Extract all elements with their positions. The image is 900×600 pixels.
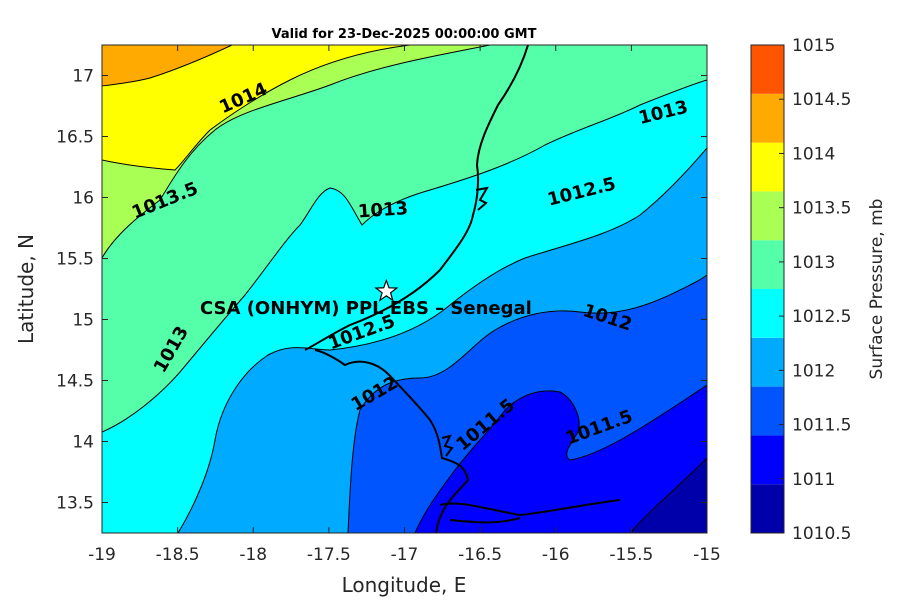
y-tick-label: 14.5 <box>56 372 94 392</box>
y-tick-label: 16.5 <box>56 128 94 148</box>
chart-title: Valid for 23-Dec-2025 00:00:00 GMT <box>272 27 537 42</box>
colorbar-label: Surface Pressure, mb <box>867 199 887 380</box>
colorbar-tick-label: 1011 <box>792 470 835 490</box>
colorbar-segment <box>751 337 784 387</box>
station-label: CSA (ONHYM) PPL EBS – Senegal <box>200 298 532 319</box>
x-tick-label: -15 <box>693 545 721 565</box>
x-tick-label: -16.5 <box>458 545 502 565</box>
coastline <box>304 45 621 533</box>
x-tick-label: -18 <box>239 545 267 565</box>
colorbar-segment <box>751 45 784 94</box>
star-icon <box>374 278 399 302</box>
colorbar-segment <box>751 240 784 289</box>
colorbar-tick-label: 1012 <box>792 361 835 381</box>
y-tick-label: 15 <box>72 311 94 331</box>
pressure-field <box>102 45 707 533</box>
contour-label: 1013 <box>357 198 408 222</box>
colorbar-tick-label: 1011.5 <box>792 416 851 436</box>
colorbar-segment <box>751 289 784 338</box>
colorbar-tick-label: 1015 <box>792 36 835 56</box>
colorbar-segment <box>751 191 784 241</box>
x-tick-label: -15.5 <box>609 545 653 565</box>
colorbar-segment <box>751 435 784 485</box>
y-tick-label: 13.5 <box>56 494 94 514</box>
y-tick-label: 15.5 <box>56 250 94 270</box>
band-1014 <box>102 45 411 171</box>
y-axis-label: Latitude, N <box>14 234 38 344</box>
colorbar: 1010.5 1011 1011.5 1012 1012.5 1013 1013.5 1014… <box>751 36 851 544</box>
band-1014-5 <box>102 45 233 87</box>
y-tick-label: 17 <box>72 67 94 87</box>
y-tick-label: 16 <box>72 189 94 209</box>
colorbar-tick-label: 1012.5 <box>792 307 851 327</box>
x-axis-label: Longitude, E <box>342 573 467 597</box>
colorbar-frame <box>750 44 785 534</box>
colorbar-tick-label: 1013 <box>792 253 835 273</box>
colorbar-tick-label: 1014 <box>792 144 835 164</box>
station-marker <box>374 278 399 302</box>
x-tick-label: -17.5 <box>307 545 351 565</box>
band-1011 <box>414 384 707 533</box>
colorbar-tick-label: 1010.5 <box>792 524 851 544</box>
x-tick-label: -19 <box>88 545 116 565</box>
colorbar-tick-label: 1014.5 <box>792 90 851 110</box>
y-tick-label: 14 <box>72 433 94 453</box>
x-tick-label: -16 <box>542 545 570 565</box>
x-tick-label: -17 <box>391 545 419 565</box>
colorbar-tick-label: 1013.5 <box>792 199 851 219</box>
x-tick-label: -18.5 <box>156 545 200 565</box>
colorbar-segment <box>751 142 784 192</box>
y-axis: 13.5 14 14.5 15 15.5 16 16.5 17 <box>56 67 707 514</box>
colorbar-segment <box>751 386 784 436</box>
colorbar-segment <box>751 484 784 533</box>
x-axis: -19 -18.5 -18 -17.5 -17 -16.5 -16 -15.5 -15 <box>88 45 721 565</box>
colorbar-segment <box>751 93 784 143</box>
